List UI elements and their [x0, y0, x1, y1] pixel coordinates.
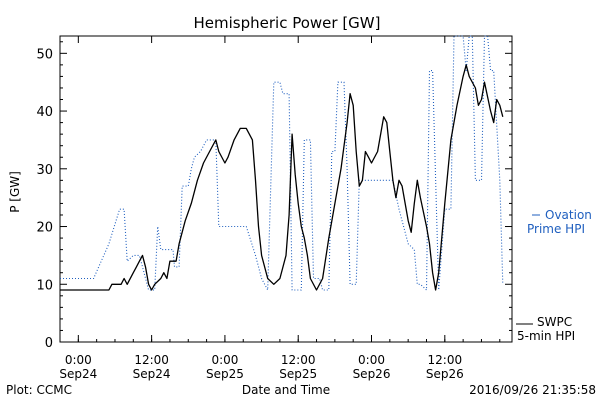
plot-timestamp: 2016/09/26 21:35:58 [469, 383, 596, 397]
x-tick-date-label: Sep25 [279, 367, 317, 381]
x-tick-date-label: Sep24 [59, 367, 97, 381]
series-line-swpc [60, 64, 504, 291]
y-tick-label: 20 [36, 221, 53, 236]
y-tick-label: 0 [45, 336, 53, 351]
x-tick-time-label: 0:00 [211, 353, 238, 367]
legend-ovation-label-line1: Ovation [545, 208, 592, 222]
x-tick-time-label: 12:00 [428, 353, 463, 367]
x-tick-time-label: 12:00 [281, 353, 316, 367]
legend-swpc-label-line2: 5-min HPI [517, 329, 575, 343]
x-tick-date-label: Sep26 [353, 367, 391, 381]
chart-title: Hemispheric Power [GW] [194, 14, 381, 32]
x-tick-time-label: 0:00 [65, 353, 92, 367]
plot-credit: Plot: CCMC [6, 383, 72, 397]
y-tick-label: 50 [36, 47, 53, 62]
x-tick-date-label: Sep24 [133, 367, 171, 381]
x-tick-time-label: 12:00 [134, 353, 169, 367]
legend-swpc-label-line1: SWPC [537, 315, 572, 329]
plot-frame [59, 35, 513, 343]
x-tick-date-label: Sep25 [206, 367, 244, 381]
x-axis-label: Date and Time [242, 383, 330, 397]
legend-ovation-label-line2: Prime HPI [527, 222, 585, 236]
y-tick-label: 30 [36, 163, 53, 178]
y-tick-label: 40 [36, 105, 53, 120]
y-axis-label: P [GW] [8, 171, 22, 213]
plot-area: 010203040500:00Sep2412:00Sep240:00Sep251… [36, 35, 513, 381]
y-tick-label: 10 [36, 278, 53, 293]
x-tick-date-label: Sep26 [426, 367, 464, 381]
x-tick-time-label: 0:00 [358, 353, 385, 367]
